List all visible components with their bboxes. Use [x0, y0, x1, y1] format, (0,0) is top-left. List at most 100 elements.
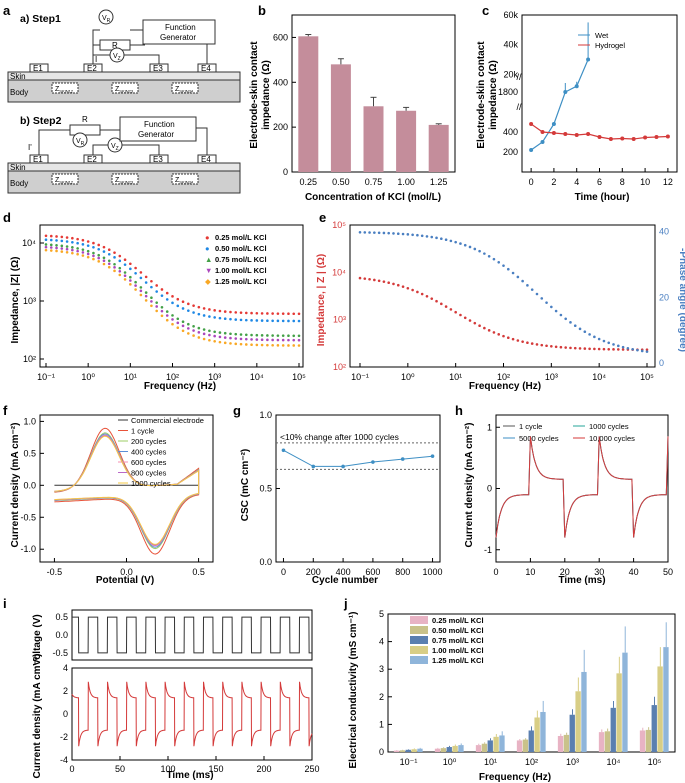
panel-letter-h: h	[455, 403, 463, 418]
chart-d-point	[260, 338, 264, 342]
chart-d-point	[229, 342, 232, 345]
chart-e-impedance-point	[530, 342, 534, 345]
chart-e-phase-point	[396, 232, 400, 235]
chart-d-point	[165, 291, 169, 295]
chart-d-point	[155, 290, 158, 293]
chart-h-legend-label: 1 cycle	[519, 422, 542, 431]
chart-e-phase-point	[435, 236, 438, 240]
chart-f-series-line	[54, 435, 200, 545]
chart-b-xlabel: Concentration of KCl (mol/L)	[305, 192, 441, 203]
chart-d-point	[176, 326, 180, 330]
chart-d-point	[276, 312, 280, 315]
chart-e-impedance-point	[645, 348, 649, 351]
chart-c-point	[529, 148, 534, 152]
chart-h-xtick-label: 30	[594, 567, 604, 577]
chart-d-point	[44, 238, 48, 242]
chart-f-ytick-label: 0.0	[23, 480, 36, 490]
chart-d-point	[292, 338, 296, 342]
chart-b-xtick-label: 1.25	[430, 177, 448, 187]
chart-d-point	[129, 267, 132, 271]
chart-e-impedance-point	[607, 347, 611, 351]
chart-h-legend-label: 10,000 cycles	[589, 434, 635, 443]
chart-e-phase-point	[626, 346, 630, 350]
chart-d-point	[165, 314, 169, 317]
chart-d-point	[287, 319, 290, 323]
chart-j-legend-swatch	[410, 656, 428, 664]
chart-d-point	[107, 265, 111, 269]
chart-d-point	[155, 305, 158, 308]
chart-j-bar	[563, 734, 570, 752]
chart-d-point	[113, 262, 116, 266]
chart-j-bar	[475, 745, 482, 752]
chart-e-phase-point	[617, 344, 620, 348]
chart-d-point	[97, 247, 101, 251]
chart-d-point	[244, 318, 248, 322]
step2-body-label: Body	[10, 179, 28, 188]
chart-d-point	[192, 325, 195, 328]
chart-d-xtick-label: 10²	[166, 372, 179, 382]
step2-z23-label: ZSKIN23	[115, 177, 134, 185]
chart-f-legend-label: 600 cycles	[131, 458, 167, 467]
chart-d-point	[297, 312, 301, 316]
chart-j-bar	[639, 730, 646, 752]
chart-d-point	[213, 316, 216, 319]
chart-h-xtick-label: 0	[493, 567, 498, 577]
chart-c-point	[643, 135, 648, 140]
chart-d-point	[229, 332, 232, 336]
chart-d-point	[65, 240, 69, 243]
chart-d-point	[71, 240, 74, 244]
chart-d-point	[165, 310, 169, 313]
chart-d-point	[176, 304, 180, 308]
chart-i-ylabel-bottom: Current density (mA cm⁻²)	[32, 654, 43, 779]
chart-d-point	[239, 318, 243, 322]
chart-g-ytick-label: 0.0	[259, 557, 272, 567]
step1-voltmeter-vz	[109, 47, 125, 63]
chart-d-point	[60, 250, 64, 253]
chart-d-point	[113, 251, 116, 254]
chart-e-ytick-left-label: 10⁵	[332, 220, 346, 230]
chart-d-point	[92, 254, 95, 258]
chart-e-phase-point	[583, 330, 587, 334]
chart-d-xtick-label: 10⁵	[292, 372, 306, 382]
chart-d-point	[134, 288, 137, 291]
chart-e-impedance-point	[597, 347, 601, 351]
chart-d-point	[260, 312, 264, 315]
chart-d-point	[208, 315, 211, 318]
step1-z23-label: ZSKIN23	[115, 86, 134, 94]
chart-g-point	[371, 460, 375, 464]
chart-e-phase-point	[521, 279, 524, 283]
chart-e-phase-point	[578, 327, 582, 331]
chart-i-ytick-top-label: -0.5	[52, 648, 68, 658]
chart-d-point	[297, 334, 301, 338]
chart-c-xtick-label: 2	[551, 177, 556, 187]
chart-d-point	[155, 309, 158, 313]
chart-d-legend-label: 1.25 mol/L KCl	[215, 277, 267, 286]
chart-d-legend-label: 0.25 mol/L KCl	[215, 233, 267, 242]
chart-j-xtick-label: 10⁵	[648, 757, 662, 767]
chart-d-point	[187, 302, 190, 306]
chart-b-xtick-label: 0.75	[365, 177, 383, 187]
chart-d-point	[123, 258, 127, 262]
chart-e-impedance-point	[593, 347, 596, 351]
chart-d-xtick-label: 10⁰	[81, 372, 95, 382]
chart-c: Time (hour) Electrode-skin contact imped…	[476, 10, 678, 203]
chart-e-phase-point	[463, 243, 467, 247]
chart-d-point	[223, 336, 227, 339]
chart-e-impedance-point	[373, 278, 376, 282]
chart-e-phase-point	[530, 288, 534, 291]
chart-e-phase-point	[473, 247, 477, 251]
chart-d-point	[266, 319, 269, 323]
chart-d-point	[139, 289, 143, 293]
chart-j-bar	[534, 717, 540, 752]
chart-d-point	[97, 253, 101, 257]
chart-d-point	[192, 329, 195, 332]
chart-j-legend-label: 0.25 mol/L KCl	[432, 616, 484, 625]
chart-e-ytick-right-label: 20	[659, 292, 669, 302]
step2-e2-label: E2	[87, 155, 97, 164]
step2-skin-layer	[7, 162, 241, 172]
chart-e-impedance-point	[612, 348, 615, 351]
chart-e-phase-point	[392, 232, 395, 235]
chart-e-impedance-point	[435, 299, 438, 303]
chart-d-point	[92, 257, 95, 261]
chart-h: Time (ms) Current density (mA cm⁻²) 0 10 2…	[464, 414, 673, 586]
